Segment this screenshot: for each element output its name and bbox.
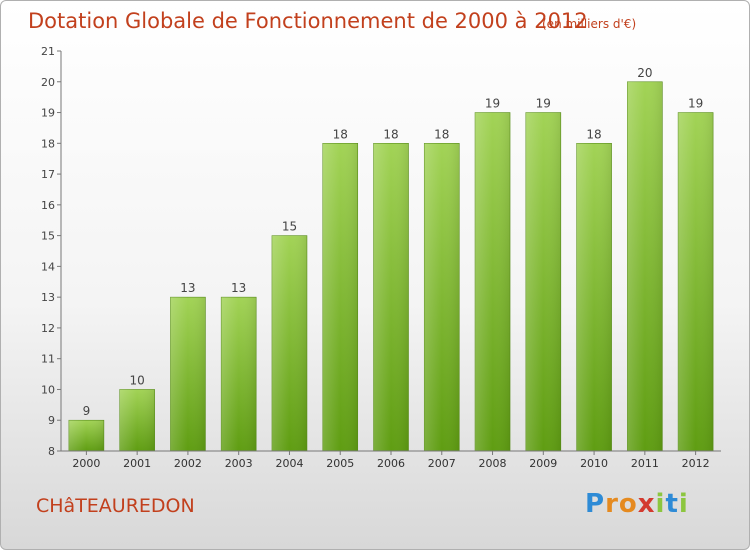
y-tick-label: 13: [41, 291, 55, 304]
y-tick-label: 16: [41, 199, 55, 212]
y-tick-label: 19: [41, 107, 55, 120]
x-tick-label: 2012: [682, 457, 710, 470]
x-tick-label: 2007: [428, 457, 456, 470]
x-tick-label: 2003: [225, 457, 253, 470]
bar-value-label: 20: [637, 66, 652, 80]
x-tick-label: 2011: [631, 457, 659, 470]
x-tick-label: 2004: [275, 457, 303, 470]
bar-shine: [68, 420, 104, 451]
bars-group: [68, 81, 714, 452]
bar-shine: [322, 143, 358, 452]
y-tick-label: 8: [48, 445, 55, 458]
y-tick-label: 15: [41, 230, 55, 243]
bar-value-label: 15: [282, 220, 297, 234]
bar-shine: [424, 143, 460, 452]
y-tick-label: 10: [41, 383, 55, 396]
bar-shine: [475, 112, 511, 452]
bar-value-label: 18: [383, 127, 398, 141]
x-tick-label: 2010: [580, 457, 608, 470]
x-tick-label: 2008: [479, 457, 507, 470]
bar-shine: [119, 389, 155, 451]
bar-shine: [678, 112, 714, 452]
y-tick-label: 17: [41, 168, 55, 181]
x-tick-label: 2009: [529, 457, 557, 470]
y-tick-label: 12: [41, 322, 55, 335]
bar-shine: [221, 297, 257, 451]
x-tick-label: 2001: [123, 457, 151, 470]
labels-group: 2000 9 2001 10 2002 13 2003 13 2004 15 2005 18 2006 1…: [72, 66, 709, 470]
chart-subtitle: (en milliers d'€): [542, 17, 637, 31]
chart-title: Dotation Globale de Fonctionnement de 20…: [28, 9, 588, 33]
y-tick-label: 18: [41, 137, 55, 150]
y-tick-label: 9: [48, 414, 55, 427]
x-tick-label: 2006: [377, 457, 405, 470]
bar-value-label: 18: [434, 127, 449, 141]
bar-value-label: 13: [231, 281, 246, 295]
y-tick-label: 14: [41, 260, 55, 273]
commune-name: CHâTEAUREDON: [36, 495, 195, 517]
y-tick-label: 21: [41, 45, 55, 58]
bar-shine: [525, 112, 561, 452]
bar-value-label: 19: [485, 97, 500, 111]
x-tick-label: 2000: [72, 457, 100, 470]
bar-value-label: 19: [688, 97, 703, 111]
bar-value-label: 19: [536, 97, 551, 111]
bar-value-label: 13: [180, 281, 195, 295]
bar-value-label: 9: [83, 404, 91, 418]
y-tick-label: 11: [41, 353, 55, 366]
axes-group: 8 9 10 11 12 13 14 15 16 17 18 19 20 21: [41, 45, 721, 458]
x-tick-label: 2002: [174, 457, 202, 470]
x-tick-label: 2005: [326, 457, 354, 470]
bar-value-label: 10: [130, 373, 145, 387]
proxiti-logo: Proxiti: [585, 489, 689, 519]
bar-value-label: 18: [586, 127, 601, 141]
bar-shine: [170, 297, 206, 451]
bar-value-label: 18: [333, 127, 348, 141]
bar-shine: [627, 81, 663, 452]
bar-shine: [373, 143, 409, 452]
bar-shine: [271, 235, 307, 451]
bar-shine: [576, 143, 612, 452]
y-tick-label: 20: [41, 76, 55, 89]
